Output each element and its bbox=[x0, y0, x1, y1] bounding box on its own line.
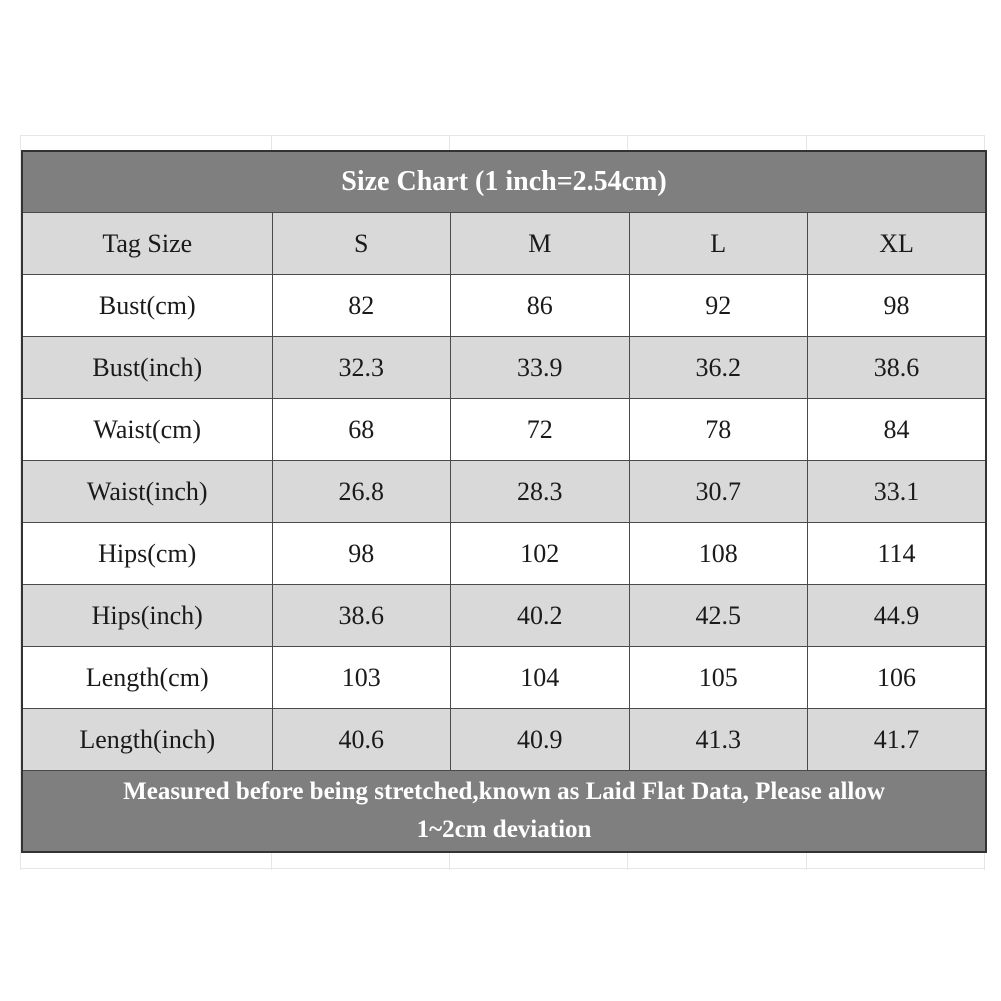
table-row: Waist(cm) 68 72 78 84 bbox=[21, 398, 987, 461]
table-cell: 41.3 bbox=[628, 708, 808, 771]
table-cell: 30.7 bbox=[628, 460, 808, 523]
note-row: Measured before being stretched,known as… bbox=[21, 770, 987, 853]
table-row: Hips(cm) 98 102 108 114 bbox=[21, 522, 987, 585]
table-cell: 106 bbox=[807, 646, 987, 709]
header-size-s: S bbox=[271, 212, 451, 275]
table-cell: 42.5 bbox=[628, 584, 808, 647]
title-row: Size Chart (1 inch=2.54cm) bbox=[21, 150, 987, 213]
table-cell: 68 bbox=[271, 398, 451, 461]
table-row: Length(cm) 103 104 105 106 bbox=[21, 646, 987, 709]
row-label: Waist(inch) bbox=[21, 460, 273, 523]
header-size-l: L bbox=[628, 212, 808, 275]
size-chart-table: Size Chart (1 inch=2.54cm) Tag Size S M … bbox=[21, 150, 988, 853]
note-line-2: 1~2cm deviation bbox=[416, 816, 592, 843]
note-line-1: Measured before being stretched,known as… bbox=[123, 778, 885, 805]
table-cell: 105 bbox=[628, 646, 808, 709]
table-cell: 32.3 bbox=[271, 336, 451, 399]
table-row: Bust(inch) 32.3 33.9 36.2 38.6 bbox=[21, 336, 987, 399]
sheet-gridline bbox=[20, 135, 21, 870]
row-label: Hips(cm) bbox=[21, 522, 273, 585]
measurement-note: Measured before being stretched,known as… bbox=[21, 770, 987, 853]
table-cell: 38.6 bbox=[271, 584, 451, 647]
table-cell: 33.9 bbox=[450, 336, 630, 399]
table-cell: 33.1 bbox=[807, 460, 987, 523]
table-row: Waist(inch) 26.8 28.3 30.7 33.1 bbox=[21, 460, 987, 523]
row-label: Bust(inch) bbox=[21, 336, 273, 399]
table-cell: 98 bbox=[271, 522, 451, 585]
table-cell: 26.8 bbox=[271, 460, 451, 523]
table-row: Length(inch) 40.6 40.9 41.3 41.7 bbox=[21, 708, 987, 771]
table-cell: 72 bbox=[450, 398, 630, 461]
header-size-xl: XL bbox=[807, 212, 987, 275]
table-cell: 108 bbox=[628, 522, 808, 585]
table-cell: 28.3 bbox=[450, 460, 630, 523]
header-label: Tag Size bbox=[21, 212, 273, 275]
sheet-gridline bbox=[20, 135, 985, 136]
header-row: Tag Size S M L XL bbox=[21, 212, 987, 275]
table-cell: 38.6 bbox=[807, 336, 987, 399]
table-cell: 40.9 bbox=[450, 708, 630, 771]
table-cell: 92 bbox=[628, 274, 808, 337]
table-cell: 44.9 bbox=[807, 584, 987, 647]
row-label: Waist(cm) bbox=[21, 398, 273, 461]
table-cell: 86 bbox=[450, 274, 630, 337]
table-cell: 40.6 bbox=[271, 708, 451, 771]
row-label: Length(inch) bbox=[21, 708, 273, 771]
table-cell: 104 bbox=[450, 646, 630, 709]
table-row: Bust(cm) 82 86 92 98 bbox=[21, 274, 987, 337]
table-cell: 84 bbox=[807, 398, 987, 461]
table-cell: 78 bbox=[628, 398, 808, 461]
table-cell: 98 bbox=[807, 274, 987, 337]
table-cell: 36.2 bbox=[628, 336, 808, 399]
header-size-m: M bbox=[450, 212, 630, 275]
row-label: Length(cm) bbox=[21, 646, 273, 709]
table-cell: 40.2 bbox=[450, 584, 630, 647]
table-cell: 103 bbox=[271, 646, 451, 709]
table-cell: 114 bbox=[807, 522, 987, 585]
chart-title: Size Chart (1 inch=2.54cm) bbox=[21, 150, 987, 213]
table-cell: 102 bbox=[450, 522, 630, 585]
row-label: Bust(cm) bbox=[21, 274, 273, 337]
table-row: Hips(inch) 38.6 40.2 42.5 44.9 bbox=[21, 584, 987, 647]
table-cell: 82 bbox=[271, 274, 451, 337]
table-cell: 41.7 bbox=[807, 708, 987, 771]
row-label: Hips(inch) bbox=[21, 584, 273, 647]
sheet-gridline bbox=[20, 868, 985, 869]
